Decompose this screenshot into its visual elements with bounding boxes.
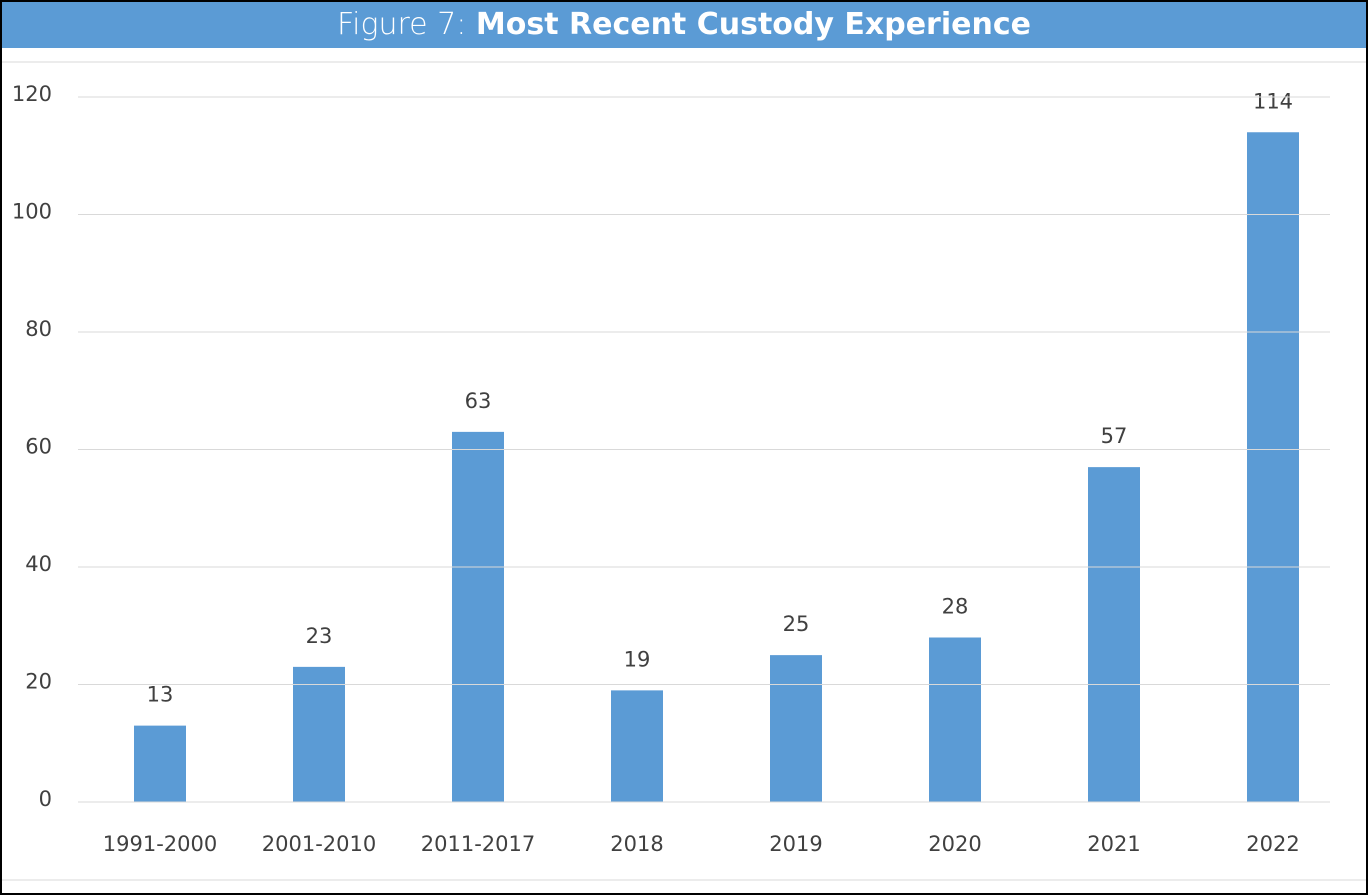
y-tick-label: 60	[25, 435, 52, 459]
bar	[929, 637, 981, 802]
y-tick-label: 20	[25, 670, 52, 694]
figure-label: Figure 7:	[337, 7, 466, 42]
x-tick-label: 1991-2000	[103, 832, 217, 856]
bar	[452, 431, 504, 802]
data-label: 28	[942, 595, 969, 619]
bar	[611, 690, 663, 802]
bar	[1247, 132, 1299, 802]
x-tick-label: 2020	[928, 832, 981, 856]
y-tick-label: 120	[12, 82, 52, 106]
x-tick-label: 2011-2017	[421, 832, 535, 856]
title-text: Most Recent Custody Experience	[476, 7, 1031, 42]
x-tick-label: 2019	[769, 832, 822, 856]
x-tick-label: 2022	[1246, 832, 1299, 856]
bar	[293, 666, 345, 802]
bar	[1088, 467, 1140, 802]
y-tick-label: 40	[25, 552, 52, 576]
data-label: 57	[1101, 424, 1128, 448]
header-band	[2, 2, 1366, 48]
chart-title: Figure 7: Most Recent Custody Experience	[337, 7, 1031, 42]
data-label: 114	[1253, 89, 1293, 113]
data-label: 63	[465, 389, 492, 413]
y-tick-label: 100	[12, 200, 52, 224]
x-tick-label: 2018	[610, 832, 663, 856]
bar	[134, 725, 186, 802]
x-tick-label: 2021	[1087, 832, 1140, 856]
data-label: 23	[306, 624, 333, 648]
y-tick-label: 0	[39, 787, 52, 811]
y-tick-label: 80	[25, 317, 52, 341]
bar	[770, 655, 822, 802]
x-tick-label: 2001-2010	[262, 832, 376, 856]
data-label: 25	[783, 612, 810, 636]
data-label: 19	[624, 647, 651, 671]
data-label: 13	[147, 683, 174, 707]
